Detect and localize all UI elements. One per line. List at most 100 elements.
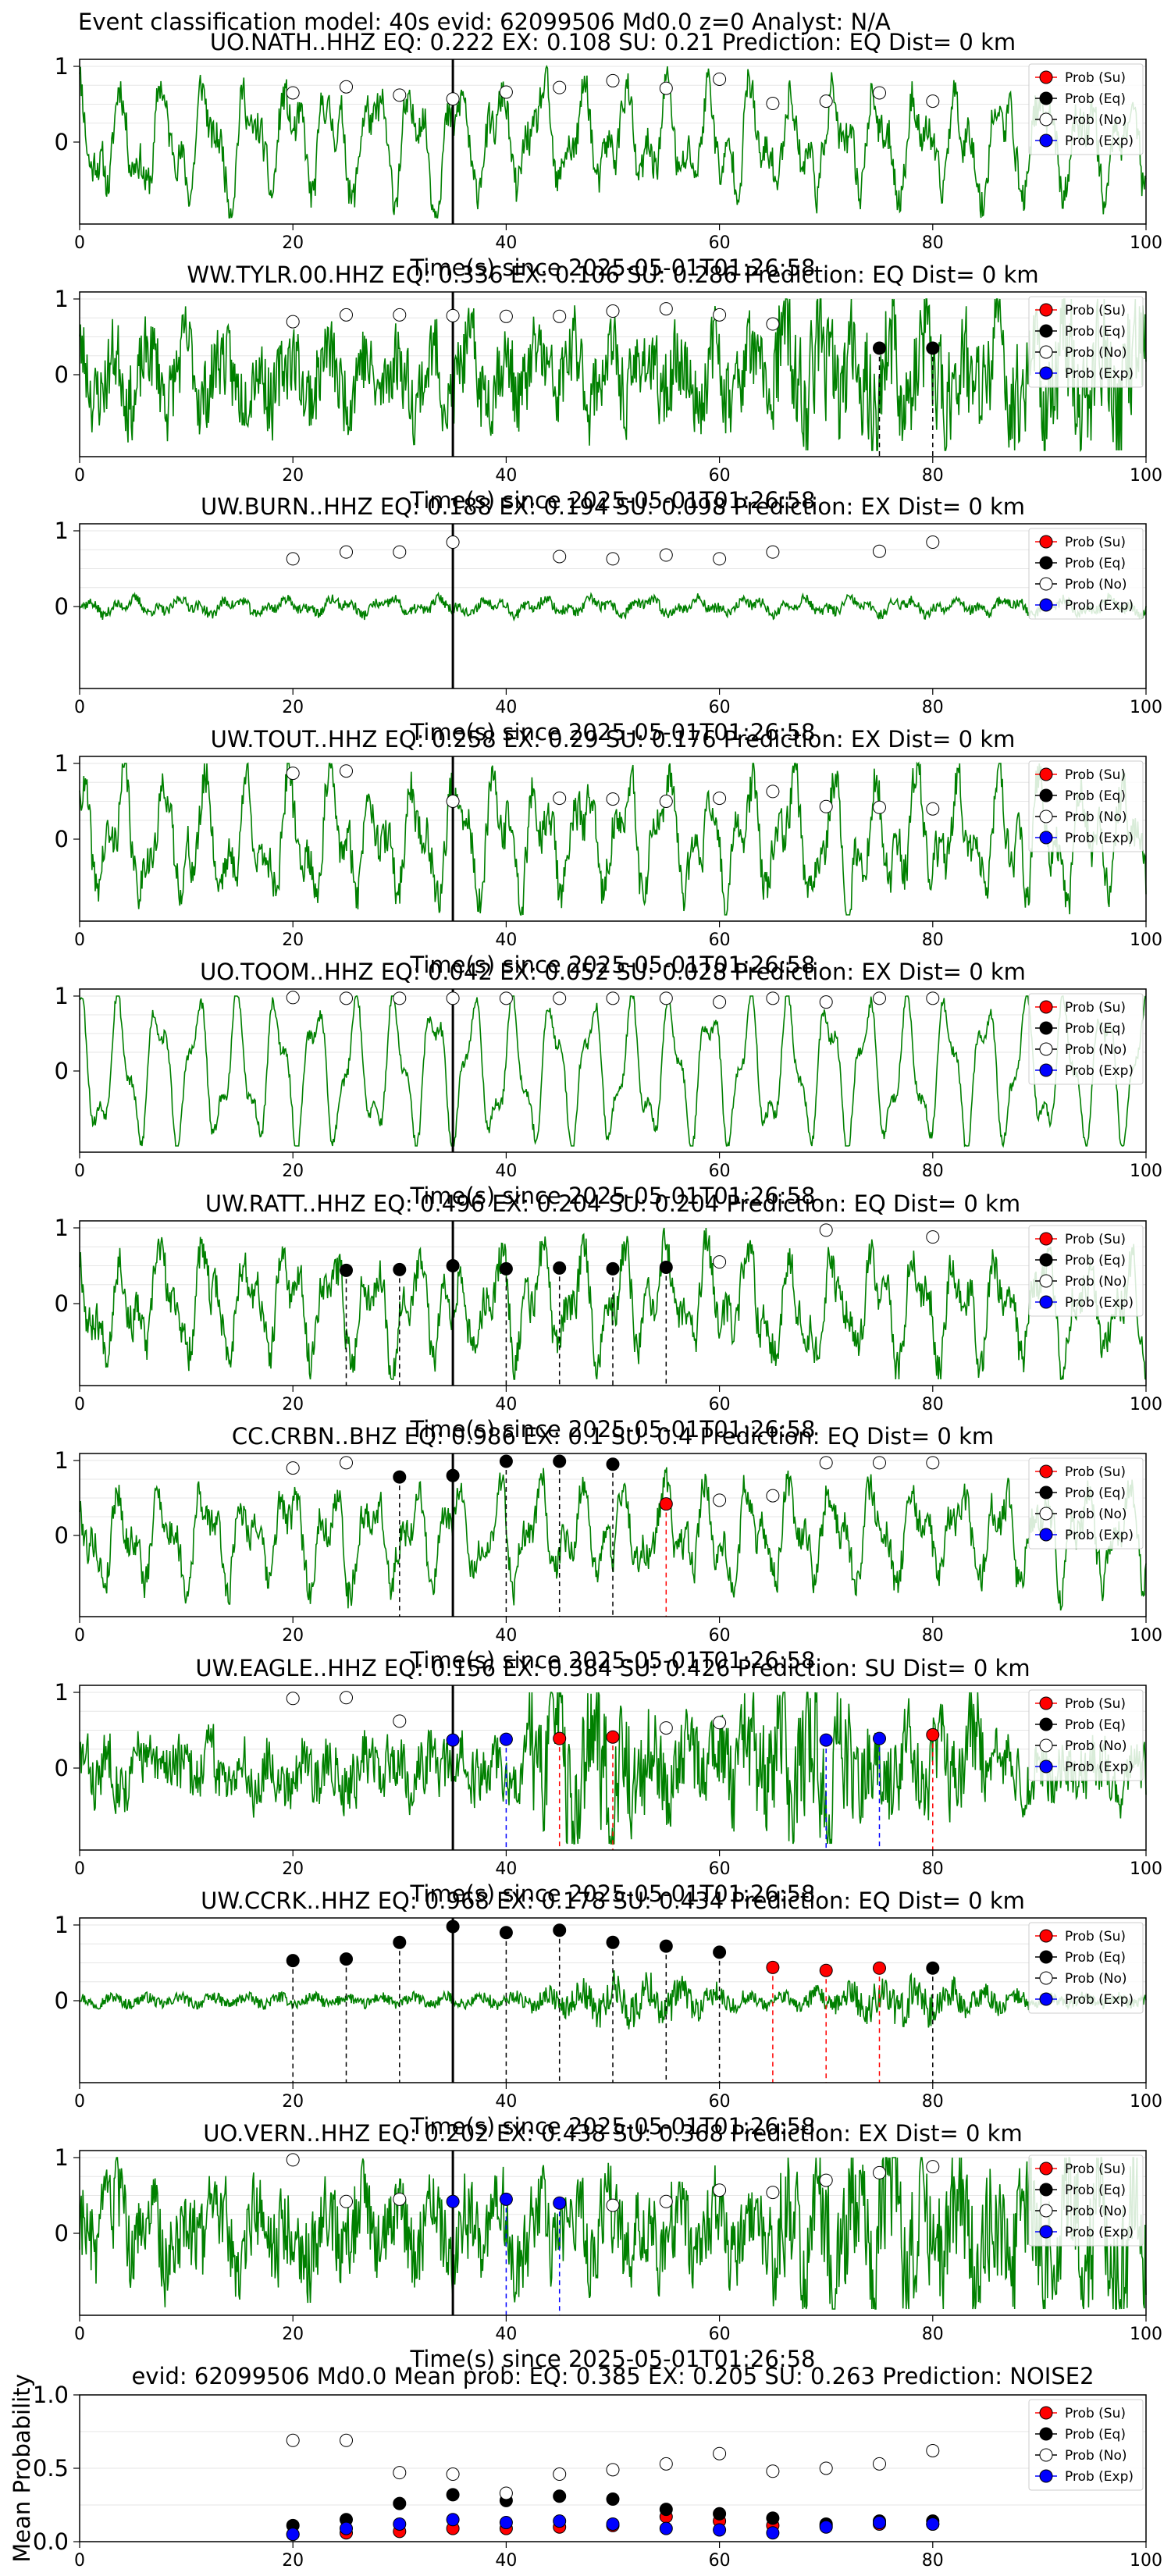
prob-marker-no bbox=[446, 991, 460, 1005]
prob-marker-eq bbox=[553, 1923, 567, 1937]
prob-marker-no bbox=[926, 991, 940, 1005]
prob-marker-no bbox=[766, 317, 780, 331]
prob-marker-no bbox=[340, 764, 353, 778]
legend-marker-no bbox=[1039, 1274, 1053, 1288]
prob-marker-no bbox=[393, 88, 407, 102]
x-tick-label: 100 bbox=[1130, 698, 1162, 717]
mean-prob-marker-no bbox=[766, 2464, 780, 2478]
panels: UO.NATH..HHZ EQ: 0.222 EX: 0.108 SU: 0.2… bbox=[9, 29, 1162, 2571]
mean-prob-marker-exp bbox=[873, 2516, 886, 2530]
legend-label-eq: Prob (Eq) bbox=[1065, 1485, 1126, 1501]
prob-marker-no bbox=[606, 792, 620, 806]
prob-marker-eq bbox=[393, 1262, 407, 1276]
prob-marker-no bbox=[659, 795, 673, 808]
legend-label-eq: Prob (Eq) bbox=[1065, 324, 1126, 340]
prob-marker-no bbox=[713, 2183, 727, 2197]
legend-label-su: Prob (Su) bbox=[1065, 2406, 1126, 2421]
legend-box bbox=[1028, 2399, 1144, 2491]
mean-prob-marker-exp bbox=[499, 2516, 513, 2530]
x-tick-label: 100 bbox=[1130, 1395, 1162, 1414]
legend-marker-exp bbox=[1039, 1992, 1053, 2006]
prob-marker-no bbox=[926, 1456, 940, 1470]
prob-marker-no bbox=[393, 545, 407, 559]
legend-label-su: Prob (Su) bbox=[1065, 1929, 1126, 1944]
y-tick-label: 0.5 bbox=[33, 2455, 69, 2482]
panel-3: UW.BURN..HHZ EQ: 0.188 EX: 0.194 SU: 0.0… bbox=[55, 493, 1162, 745]
y-tick-label: 0 bbox=[55, 1522, 69, 1549]
panel-title: UO.VERN..HHZ EQ: 0.202 EX: 0.438 SU: 0.3… bbox=[203, 2120, 1022, 2147]
legend-label-no: Prob (No) bbox=[1065, 112, 1127, 128]
prob-marker-eq bbox=[553, 1454, 567, 1468]
x-tick-label: 20 bbox=[282, 1162, 304, 1181]
panel-title: UW.EAGLE..HHZ EQ: 0.156 EX: 0.384 SU: 0.… bbox=[195, 1655, 1030, 1681]
legend-marker-eq bbox=[1039, 1950, 1053, 1964]
legend-marker-exp bbox=[1039, 1528, 1053, 1542]
prob-marker-no bbox=[766, 785, 780, 799]
panel-title: UW.TOUT..HHZ EQ: 0.258 EX: 0.29 SU: 0.17… bbox=[211, 726, 1016, 753]
prob-marker-no bbox=[659, 2194, 673, 2208]
legend-marker-exp bbox=[1039, 1759, 1053, 1774]
prob-marker-no bbox=[286, 315, 300, 329]
legend-label-no: Prob (No) bbox=[1065, 809, 1127, 825]
prob-marker-no bbox=[873, 2165, 886, 2179]
prob-marker-eq bbox=[499, 1261, 513, 1276]
y-tick-label: 1 bbox=[55, 1679, 69, 1706]
legend-marker-no bbox=[1039, 1042, 1053, 1056]
legend-marker-no bbox=[1039, 577, 1053, 591]
prob-marker-no bbox=[819, 2173, 833, 2187]
prob-marker-no bbox=[713, 1716, 727, 1730]
x-tick-label: 60 bbox=[709, 698, 731, 717]
legend-label-exp: Prob (Exp) bbox=[1065, 1992, 1134, 2008]
legend-marker-eq bbox=[1039, 2183, 1053, 2197]
legend-marker-eq bbox=[1039, 788, 1053, 802]
mean-prob-marker-eq bbox=[766, 2511, 780, 2525]
prob-marker-no bbox=[606, 552, 620, 566]
x-axis-label: Time(s) since 2025-05-01T01:26:58 bbox=[410, 1880, 816, 1907]
x-tick-label: 60 bbox=[709, 1395, 731, 1414]
mean-prob-marker-no bbox=[286, 2433, 300, 2447]
prob-marker-no bbox=[873, 800, 886, 814]
x-tick-label: 20 bbox=[282, 1859, 304, 1879]
legend-marker-eq bbox=[1039, 1485, 1053, 1500]
mean-prob-marker-exp bbox=[553, 2514, 567, 2528]
x-tick-label: 20 bbox=[282, 466, 304, 486]
legend-label-su: Prob (Su) bbox=[1065, 767, 1126, 783]
prob-marker-no bbox=[713, 995, 727, 1009]
x-tick-label: 100 bbox=[1130, 1626, 1162, 1646]
legend-marker-exp bbox=[1039, 1295, 1053, 1309]
prob-marker-no bbox=[873, 86, 886, 100]
legend-label-no: Prob (No) bbox=[1065, 1738, 1127, 1754]
prob-marker-no bbox=[340, 308, 353, 322]
prob-marker-no bbox=[713, 792, 727, 806]
y-tick-label: 1 bbox=[55, 1912, 69, 1938]
prob-marker-no bbox=[553, 550, 567, 564]
legend-marker-no bbox=[1039, 1971, 1053, 1985]
x-tick-label: 60 bbox=[709, 466, 731, 486]
x-tick-label: 20 bbox=[282, 698, 304, 717]
prob-marker-no bbox=[926, 2160, 940, 2174]
legend-marker-exp bbox=[1039, 831, 1053, 845]
panel-title: UO.TOOM..HHZ EQ: 0.042 EX: 0.052 SU: 0.0… bbox=[200, 959, 1026, 985]
legend-label-exp: Prob (Exp) bbox=[1065, 1295, 1134, 1311]
y-tick-label: 0 bbox=[55, 129, 69, 155]
legend-label-exp: Prob (Exp) bbox=[1065, 366, 1134, 382]
prob-marker-no bbox=[766, 991, 780, 1005]
legend-marker-exp bbox=[1039, 598, 1053, 612]
legend-marker-exp bbox=[1039, 1063, 1053, 1077]
x-tick-label: 40 bbox=[495, 2092, 517, 2112]
x-tick-label: 0 bbox=[74, 1626, 85, 1646]
panel-7: CC.CRBN..BHZ EQ: 0.986 EX: 0.1 SU: 0.4 P… bbox=[55, 1423, 1162, 1674]
x-tick-label: 60 bbox=[709, 930, 731, 950]
legend-label-exp: Prob (Exp) bbox=[1065, 2469, 1134, 2485]
prob-marker-no bbox=[766, 2186, 780, 2200]
legend-marker-su bbox=[1039, 1232, 1053, 1246]
prob-marker-eq bbox=[499, 1926, 513, 1940]
x-tick-label: 80 bbox=[922, 2092, 944, 2112]
panel-title: UW.CCRK..HHZ EQ: 0.968 EX: 0.178 SU: 0.4… bbox=[201, 1888, 1025, 1914]
panel-11: evid: 62099506 Md0.0 Mean prob: EQ: 0.38… bbox=[9, 2363, 1162, 2571]
legend-marker-no bbox=[1039, 1507, 1053, 1521]
legend-box bbox=[1028, 1225, 1144, 1317]
prob-marker-no bbox=[553, 80, 567, 94]
x-tick-label: 80 bbox=[922, 1626, 944, 1646]
prob-marker-no bbox=[713, 1493, 727, 1507]
